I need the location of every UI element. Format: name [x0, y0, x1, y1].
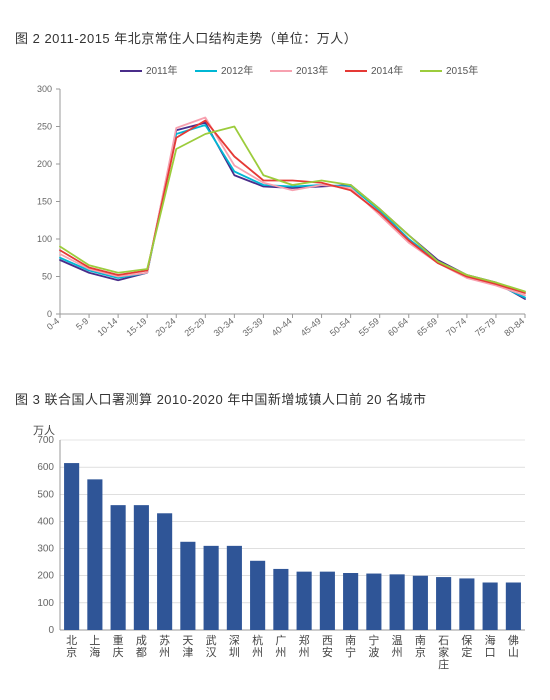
svg-text:15-19: 15-19	[124, 316, 148, 338]
svg-text:80-84: 80-84	[502, 316, 526, 338]
svg-text:北: 北	[66, 634, 77, 647]
svg-text:保: 保	[461, 633, 472, 647]
fig3-title: 图 3 联合国人口署测算 2010-2020 年中国新增城镇人口前 20 名城市	[15, 389, 535, 408]
svg-text:100: 100	[37, 234, 52, 244]
svg-text:定: 定	[461, 645, 472, 659]
svg-text:山: 山	[508, 646, 519, 659]
svg-text:佛: 佛	[508, 634, 519, 647]
svg-text:2014年: 2014年	[371, 64, 403, 77]
svg-text:广: 广	[275, 634, 286, 647]
svg-text:0: 0	[47, 309, 52, 319]
svg-text:家: 家	[438, 645, 449, 659]
svg-text:宁: 宁	[368, 633, 379, 647]
svg-text:西: 西	[322, 635, 333, 647]
svg-text:海: 海	[89, 645, 100, 659]
svg-text:45-49: 45-49	[299, 316, 323, 338]
svg-text:州: 州	[159, 647, 170, 659]
svg-text:55-59: 55-59	[357, 316, 381, 338]
svg-text:重: 重	[113, 633, 124, 647]
svg-text:杭: 杭	[252, 633, 263, 647]
svg-text:津: 津	[182, 646, 193, 659]
svg-text:100: 100	[37, 598, 54, 609]
svg-text:200: 200	[37, 159, 52, 169]
svg-text:5-9: 5-9	[74, 316, 90, 332]
svg-text:400: 400	[37, 516, 54, 527]
svg-text:口: 口	[485, 647, 496, 659]
svg-text:温: 温	[392, 634, 403, 647]
fig3-chart: 万人0100200300400500600700北京上海重庆成都苏州天津武汉深圳…	[15, 420, 535, 680]
svg-text:海: 海	[485, 633, 496, 647]
svg-text:40-44: 40-44	[270, 316, 294, 338]
svg-text:20-24: 20-24	[153, 316, 177, 338]
svg-text:州: 州	[392, 647, 403, 659]
fig2-svg: 0501001502002503000-45-910-1415-1920-242…	[15, 59, 535, 359]
svg-text:郑: 郑	[299, 633, 310, 647]
svg-text:300: 300	[37, 84, 52, 94]
svg-text:州: 州	[252, 647, 263, 659]
svg-text:60-64: 60-64	[386, 316, 410, 338]
svg-text:州: 州	[275, 647, 286, 659]
svg-text:600: 600	[37, 462, 54, 473]
svg-text:上: 上	[89, 634, 100, 647]
svg-text:500: 500	[37, 489, 54, 500]
fig2-title: 图 2 2011-2015 年北京常住人口结构走势（单位：万人）	[15, 28, 535, 47]
svg-text:65-69: 65-69	[415, 316, 439, 338]
fig2-chart: 0501001502002503000-45-910-1415-1920-242…	[15, 59, 535, 359]
svg-text:石: 石	[438, 635, 449, 647]
svg-text:安: 安	[322, 645, 333, 659]
svg-text:35-39: 35-39	[241, 316, 265, 338]
fig3-svg: 万人0100200300400500600700北京上海重庆成都苏州天津武汉深圳…	[15, 420, 535, 680]
svg-text:庄: 庄	[438, 657, 449, 671]
svg-text:150: 150	[37, 197, 52, 207]
svg-text:武: 武	[206, 634, 217, 647]
svg-text:深: 深	[229, 634, 240, 647]
svg-text:2013年: 2013年	[296, 64, 328, 77]
svg-text:50: 50	[42, 272, 52, 282]
svg-text:南: 南	[415, 634, 426, 647]
svg-text:2012年: 2012年	[221, 64, 253, 77]
svg-text:70-74: 70-74	[444, 316, 468, 338]
svg-text:庆: 庆	[113, 645, 124, 659]
svg-text:0: 0	[48, 625, 54, 636]
svg-text:波: 波	[368, 646, 379, 659]
svg-text:75-79: 75-79	[473, 316, 497, 338]
svg-text:2011年: 2011年	[146, 64, 178, 77]
svg-text:30-34: 30-34	[212, 316, 236, 338]
svg-text:苏: 苏	[159, 634, 170, 647]
svg-text:都: 都	[136, 646, 147, 659]
svg-text:南: 南	[345, 634, 356, 647]
svg-text:700: 700	[37, 435, 54, 446]
svg-text:天: 天	[182, 635, 193, 647]
svg-text:10-14: 10-14	[95, 316, 119, 338]
svg-text:成: 成	[136, 634, 147, 647]
svg-text:250: 250	[37, 122, 52, 132]
svg-text:州: 州	[299, 647, 310, 659]
svg-text:圳: 圳	[229, 646, 240, 659]
svg-text:2015年: 2015年	[446, 64, 478, 77]
svg-text:京: 京	[415, 645, 426, 659]
svg-text:汉: 汉	[206, 646, 217, 659]
svg-text:宁: 宁	[345, 645, 356, 659]
svg-text:25-29: 25-29	[183, 316, 207, 338]
svg-text:京: 京	[66, 645, 77, 659]
svg-text:300: 300	[37, 544, 54, 555]
svg-text:200: 200	[37, 571, 54, 582]
svg-text:50-54: 50-54	[328, 316, 352, 338]
